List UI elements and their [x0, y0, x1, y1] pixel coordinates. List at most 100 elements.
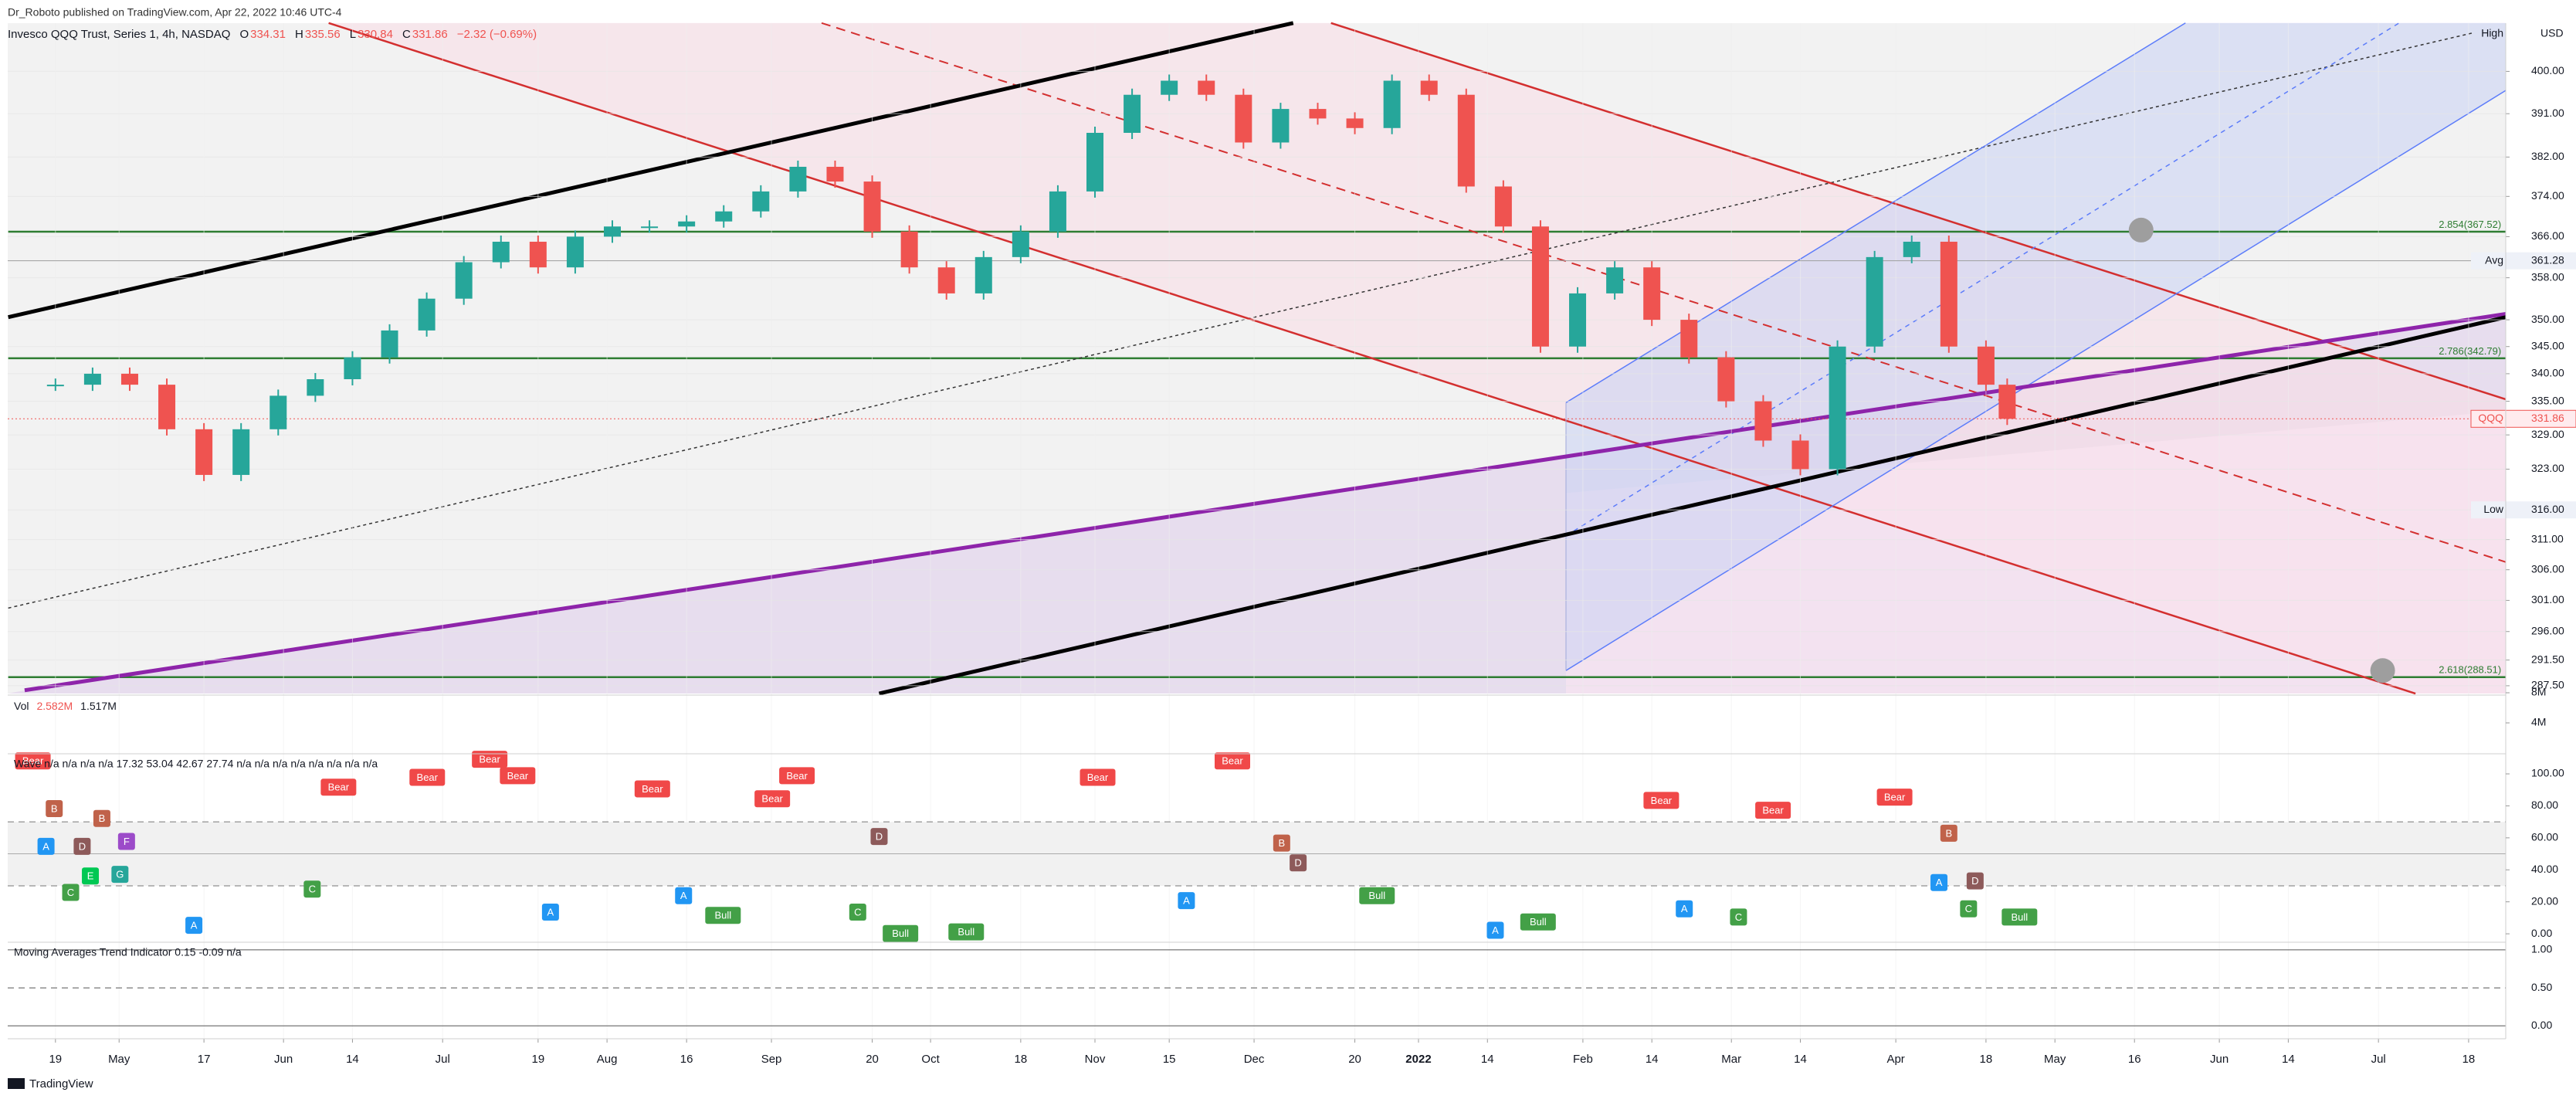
candle-body — [1124, 94, 1141, 134]
candle-body — [1012, 231, 1029, 257]
candle-body — [307, 378, 324, 396]
signal-marker-label: Bear — [1884, 792, 1906, 803]
signal-marker-label: Bear — [1222, 755, 1243, 767]
price-tag-value: 316.00 — [2531, 503, 2564, 515]
signal-marker — [82, 867, 100, 885]
x-tick-label: 15 — [1163, 1053, 1176, 1066]
signal-marker — [472, 751, 508, 768]
signal-marker-label: A — [680, 890, 687, 901]
x-tick-label: Oct — [921, 1053, 940, 1066]
candle-body — [1866, 256, 1883, 347]
y-tick-label: 400.00 — [2531, 64, 2564, 76]
signal-marker — [1290, 854, 1307, 872]
candle-body — [455, 262, 473, 299]
y-tick-label: 100.00 — [2531, 767, 2564, 779]
y-tick-label: 358.00 — [2531, 270, 2564, 283]
y-tick-label: 296.00 — [2531, 624, 2564, 636]
y-tick-label: 340.00 — [2531, 367, 2564, 379]
candle-body — [1940, 241, 1957, 347]
signal-marker-label: Bull — [2011, 911, 2028, 923]
symbol-name: Invesco QQQ Trust, Series 1, 4h, NASDAQ — [8, 28, 230, 41]
candle-body — [1977, 346, 1995, 385]
signal-marker-label: Bull — [714, 910, 731, 921]
candle-body — [1272, 109, 1290, 143]
candle-body — [1643, 267, 1661, 321]
signal-marker-label: B — [1945, 827, 1952, 839]
symbol-line: Invesco QQQ Trust, Series 1, 4h, NASDAQ O… — [8, 28, 537, 41]
signal-marker-label: D — [1971, 875, 1978, 887]
signal-marker — [779, 767, 815, 785]
candle-body — [492, 241, 510, 263]
x-tick-label: 18 — [2462, 1053, 2476, 1066]
candle-body — [1494, 186, 1512, 227]
signal-marker — [948, 923, 985, 941]
axis-layer: Invesco QQQ Trust, Series 1, 4h, NASDAQ O… — [8, 23, 2576, 1091]
y-tick-label: 301.00 — [2531, 593, 2564, 605]
signal-marker-label: Bear — [479, 754, 500, 765]
x-tick-label: Nov — [1085, 1053, 1106, 1066]
y-tick-label: 8M — [2531, 686, 2546, 698]
price-tag-name: High — [2481, 27, 2503, 39]
signal-marker — [1643, 792, 1679, 809]
signal-marker-label: Bull — [958, 926, 974, 938]
brand-name: TradingView — [29, 1077, 93, 1091]
price-tag-name: QQQ — [2478, 412, 2503, 424]
blue-channel-lower — [1565, 90, 2507, 671]
candle-body — [603, 226, 621, 237]
publisher-line: Dr_Roboto published on TradingView.com, … — [8, 6, 342, 19]
candle-body — [1420, 80, 1438, 95]
signal-marker — [185, 917, 203, 934]
x-tick-label: 14 — [1646, 1053, 1659, 1066]
y-tick-label: 287.50 — [2531, 679, 2564, 691]
candle-body — [1680, 320, 1698, 358]
ohlc-value: −2.32 (−0.69%) — [457, 28, 537, 41]
candle-body — [1198, 80, 1215, 95]
x-tick-label: Jul — [2371, 1053, 2386, 1066]
y-tick-label: 60.00 — [2531, 831, 2558, 843]
price-labels: High USD Avg 361.28 QQQ 331.86 Low 316.00 — [2470, 27, 2576, 519]
signal-marker — [1730, 908, 1747, 926]
x-tick-label: 17 — [198, 1053, 211, 1066]
ohlc-value: 334.31 — [250, 28, 286, 41]
fib-label: 2.786(342.79) — [2439, 345, 2501, 357]
x-tick-label: 14 — [346, 1053, 359, 1066]
volume-legend-item: Vol — [14, 700, 29, 712]
signal-marker-label: Bear — [507, 770, 529, 782]
signal-marker-label: A — [1936, 877, 1943, 888]
signal-marker — [705, 907, 741, 924]
y-tick-label: 382.00 — [2531, 150, 2564, 162]
candle-body — [678, 221, 696, 227]
signal-marker — [409, 768, 446, 786]
candle-body — [1086, 133, 1104, 192]
signal-marker — [37, 837, 55, 855]
signal-marker — [2001, 908, 2038, 926]
x-tick-label: May — [2044, 1053, 2066, 1066]
signal-marker — [675, 887, 693, 904]
signal-marker — [46, 799, 63, 817]
y-tick-label: 40.00 — [2531, 863, 2558, 875]
signal-marker-label: B — [99, 812, 106, 824]
signal-marker-label: G — [116, 869, 124, 880]
candle-body — [381, 330, 398, 358]
x-tick-label: Feb — [1573, 1053, 1593, 1066]
y-tick-label: 80.00 — [2531, 799, 2558, 811]
x-tick-label: May — [108, 1053, 130, 1066]
black-upper-trendline — [8, 21, 1294, 320]
candle-body — [1829, 346, 1846, 470]
y-tick-label: 350.00 — [2531, 313, 2564, 325]
signal-marker — [1080, 768, 1116, 786]
x-tick-label: 16 — [2128, 1053, 2141, 1066]
candle-body — [1346, 118, 1364, 128]
signal-marker-label: A — [1183, 895, 1190, 907]
drawing-layer — [8, 21, 2507, 1039]
signal-marker-label: A — [42, 840, 49, 852]
signal-marker — [1755, 802, 1791, 819]
x-tick-label: Sep — [761, 1053, 782, 1066]
candle-body — [715, 211, 733, 222]
oscillator-legend: Wave n/a n/a n/a n/a 17.32 53.04 42.67 2… — [14, 758, 378, 770]
x-tick-label: 16 — [680, 1053, 693, 1066]
signal-marker — [500, 767, 536, 785]
candle-body — [344, 357, 361, 379]
y-tick-label: 0.00 — [2531, 927, 2552, 939]
